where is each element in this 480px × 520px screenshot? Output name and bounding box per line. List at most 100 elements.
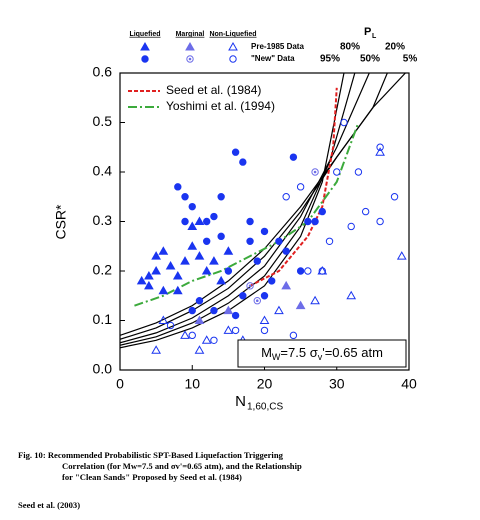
marker-dot: [255, 299, 259, 303]
source: Seed et al. (2003): [18, 500, 80, 510]
marker-circle: [188, 202, 196, 211]
marker-triangle: [194, 345, 205, 354]
marker-triangle: [209, 256, 219, 265]
marker-triangle: [180, 330, 190, 339]
pl-label-sub: L: [372, 33, 377, 40]
marker-circle: [181, 193, 189, 201]
marker-triangle: [151, 345, 161, 354]
marker-circle: [210, 336, 218, 344]
marker-circle: [289, 331, 298, 340]
x-axis-label: N: [235, 393, 246, 410]
legend-column: Marginal: [176, 31, 205, 38]
marker-triangle: [136, 275, 147, 285]
curve: [120, 73, 370, 344]
marker-circle: [246, 282, 254, 290]
marker-circle: [333, 168, 341, 176]
marker-circle: [203, 237, 211, 246]
marker-circle: [253, 257, 261, 265]
marker-circle: [246, 217, 254, 226]
y-tick-label: 0.6: [93, 64, 113, 80]
marker-triangle: [295, 300, 306, 310]
marker-circle: [347, 222, 355, 231]
marker-circle: [260, 292, 269, 300]
marker-circle: [231, 148, 240, 156]
marker-circle: [325, 237, 334, 246]
marker-circle: [210, 306, 218, 315]
y-tick-label: 0.3: [93, 212, 113, 228]
x-tick-label: 10: [184, 376, 200, 392]
annotation-part: W: [272, 352, 281, 362]
marker-triangle: [310, 295, 320, 305]
marker-circle: [304, 267, 312, 275]
marker-triangle: [185, 41, 195, 51]
pl-value: 95%: [320, 54, 340, 65]
pl-value: 50%: [360, 54, 380, 65]
annotation-part: M: [261, 345, 272, 360]
marker-triangle: [165, 261, 176, 270]
legend-column: Non-Liquefied: [209, 31, 256, 38]
marker-circle: [229, 55, 237, 63]
annotation-part: =7.5 σ: [280, 345, 317, 360]
marker-triangle: [187, 241, 198, 250]
marker-circle: [296, 183, 305, 191]
plot-frame: [119, 72, 410, 371]
marker-dot: [248, 284, 252, 288]
marker-circle: [141, 55, 149, 63]
marker-circle: [203, 217, 211, 226]
marker-circle: [246, 237, 254, 246]
pl-value: 5%: [403, 54, 418, 65]
marker-triangle: [228, 41, 238, 51]
marker-circle: [289, 153, 298, 161]
y-tick-label: 0.1: [93, 311, 113, 327]
marker-circle: [224, 267, 233, 275]
y-tick-label: 0.0: [93, 361, 113, 377]
caption-line: for "Clean Sands" Proposed by Seed et al…: [62, 472, 242, 482]
marker-circle: [231, 326, 240, 335]
x-tick-label: 40: [401, 376, 417, 392]
marker-triangle: [194, 315, 205, 324]
marker-triangle: [346, 290, 357, 300]
marker-triangle: [223, 305, 234, 315]
caption-line: Correlation (for Mw=7.5 and σv'=0.65 atm…: [62, 461, 302, 471]
marker-triangle: [158, 315, 169, 324]
marker-circle: [231, 311, 240, 320]
marker-triangle: [274, 305, 284, 315]
y-tick-label: 0.2: [93, 262, 113, 278]
annotation: MW=7.5 σv'=0.65 atm: [261, 345, 383, 362]
marker-triangle: [187, 221, 198, 230]
marker-triangle: [223, 246, 234, 255]
marker-triangle: [223, 325, 234, 334]
marker-circle: [311, 217, 319, 226]
x-axis-label-sub: 1,60,CS: [247, 402, 283, 413]
marker-circle: [217, 232, 225, 241]
marker-circle: [239, 158, 247, 166]
marker-triangle: [172, 270, 183, 280]
annotation-box: [237, 339, 407, 368]
marker-triangle: [375, 147, 385, 156]
pl-value: 20%: [385, 42, 405, 53]
marker-circle: [210, 212, 218, 221]
marker-circle: [260, 326, 269, 335]
legend-row: Pre-1985 Data: [251, 42, 304, 51]
pl-label: P: [364, 26, 371, 38]
marker-triangle: [194, 251, 205, 260]
marker-triangle: [216, 275, 227, 285]
marker-circle: [304, 217, 312, 226]
marker-circle: [361, 207, 370, 216]
marker-circle: [390, 193, 399, 201]
legend-label: Seed et al. (1984): [166, 83, 261, 97]
marker-circle: [181, 217, 189, 226]
marker-circle: [253, 297, 261, 305]
legend-label: Yoshimi et al. (1994): [166, 99, 275, 113]
marker-circle: [275, 237, 283, 246]
marker-circle: [195, 297, 204, 305]
marker-triangle: [180, 256, 190, 265]
marker-triangle: [144, 280, 154, 290]
marker-circle: [318, 207, 326, 216]
marker-circle: [318, 267, 326, 275]
marker-circle: [186, 55, 194, 63]
annotation-part: '=0.65 atm: [322, 345, 383, 360]
y-tick-label: 0.5: [93, 113, 113, 129]
marker-circle: [188, 306, 196, 315]
marker-circle: [217, 193, 225, 201]
